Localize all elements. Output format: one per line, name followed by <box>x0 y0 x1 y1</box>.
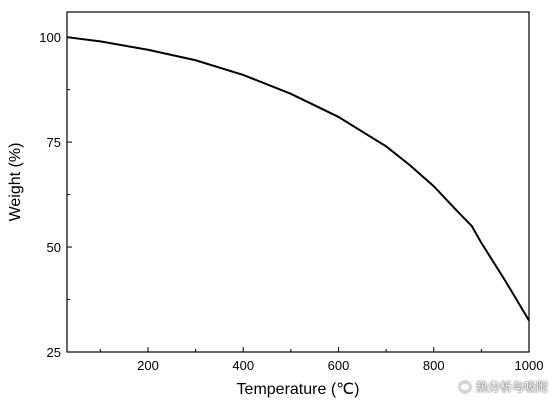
x-tick-label: 800 <box>423 358 445 373</box>
y-axis-ticks: 25 50 75 100 <box>39 30 72 360</box>
y-tick-label: 100 <box>39 30 61 45</box>
y-axis-title: Weight (%) <box>7 143 24 222</box>
x-tick-label: 1000 <box>515 358 544 373</box>
x-tick-label: 400 <box>232 358 254 373</box>
weight-curve <box>66 36 530 322</box>
y-tick-label: 75 <box>47 135 61 150</box>
plot-frame <box>66 11 530 353</box>
x-axis-title: Temperature (℃) <box>237 381 360 398</box>
x-tick-label: 600 <box>328 358 350 373</box>
watermark-text: 热分析与吸附 <box>475 380 548 394</box>
watermark: 热分析与吸附 <box>457 378 548 395</box>
x-axis-ticks: 200 400 600 800 1000 <box>99 347 544 373</box>
wechat-icon <box>457 379 472 394</box>
y-tick-label: 50 <box>47 240 61 255</box>
x-tick-label: 200 <box>137 358 159 373</box>
y-tick-label: 25 <box>47 345 61 360</box>
